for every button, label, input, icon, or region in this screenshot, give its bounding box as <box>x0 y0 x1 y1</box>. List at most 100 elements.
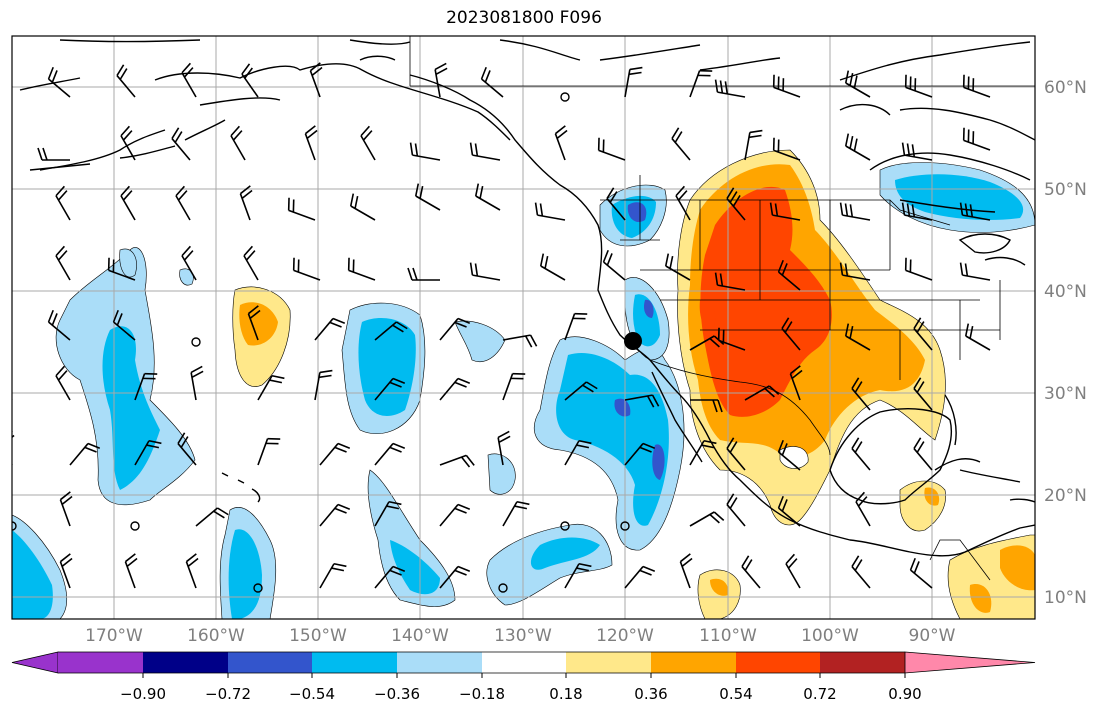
positive-anomaly-fill <box>232 149 1035 619</box>
graticule <box>12 36 1035 619</box>
longitude-label: 150°W <box>289 626 347 646</box>
wind-barb <box>120 125 136 161</box>
colorbar-segment <box>736 652 820 673</box>
longitude-label: 110°W <box>699 626 757 646</box>
colorbar-segment <box>228 652 312 673</box>
wind-barb <box>195 507 229 527</box>
wind-barb <box>247 305 261 341</box>
wind-barb <box>726 437 746 471</box>
wind-barb <box>844 323 871 351</box>
wind-barb <box>597 137 626 161</box>
wind-barb <box>319 503 351 527</box>
wind-barb <box>913 437 933 471</box>
longitude-label: 170°W <box>85 626 143 646</box>
wind-barb <box>502 500 530 527</box>
negative-anomaly-fill <box>12 162 1035 619</box>
wind-barb <box>959 202 991 221</box>
wind-barb <box>744 385 780 401</box>
colorbar-tick-label: 0.18 <box>549 685 582 703</box>
wind-barb <box>904 74 933 98</box>
wind-barb <box>181 245 197 281</box>
wind-barb <box>602 249 626 281</box>
wind-barb <box>851 555 871 589</box>
wind-barb <box>624 565 656 589</box>
calm-wind-markers <box>12 92 630 593</box>
wind-barb <box>409 142 441 161</box>
wind-barb <box>37 147 70 161</box>
wind-barb <box>497 430 511 466</box>
wind-barb <box>839 262 871 281</box>
wind-barb <box>439 454 475 468</box>
wind-barb <box>671 127 691 161</box>
wind-barb <box>59 553 73 589</box>
wind-barbs <box>12 62 991 589</box>
wind-barb <box>134 372 158 401</box>
wind-barb <box>959 262 991 281</box>
colorbar-tick-label: −0.54 <box>289 685 335 703</box>
colorbar-tick-label: −0.90 <box>120 685 166 703</box>
wind-barb <box>287 197 316 221</box>
wind-barb <box>469 262 501 281</box>
wind-barb <box>851 377 871 411</box>
wind-barb <box>292 257 321 281</box>
colorbar-extend-min <box>11 651 59 674</box>
wind-barb <box>374 377 406 401</box>
wind-barb <box>904 257 933 281</box>
wind-barb <box>679 553 693 589</box>
colorbar-segment <box>566 652 651 673</box>
longitude-labels: 170°W 160°W 150°W 140°W 130°W 120°W 110°W 100°W… <box>85 626 956 646</box>
wind-barb <box>744 129 763 161</box>
longitude-label: 140°W <box>391 626 449 646</box>
latitude-label: 20°N <box>1044 486 1087 506</box>
wind-barb <box>844 70 871 98</box>
wind-barb <box>116 64 136 98</box>
wind-barb <box>374 500 402 527</box>
wind-barb <box>314 369 333 401</box>
wind-barb <box>239 185 253 221</box>
wind-barb <box>360 125 376 161</box>
colorbar-tick-label: 0.54 <box>719 685 752 703</box>
wind-barb <box>502 372 526 401</box>
colorbar-segment <box>820 652 905 673</box>
wind-barb <box>964 323 991 351</box>
wind-barb <box>855 491 871 527</box>
wind-barb <box>564 381 598 401</box>
wind-barb <box>59 491 73 527</box>
wind-barb <box>349 193 376 221</box>
wind-barb <box>785 553 801 589</box>
colorbar-segment <box>651 652 736 673</box>
wind-barb <box>112 309 136 341</box>
wind-barb <box>769 202 801 221</box>
wind-barb <box>439 565 471 589</box>
wind-barb <box>480 66 504 98</box>
wind-barb <box>726 493 746 527</box>
wind-barb <box>901 202 933 221</box>
wind-barb <box>502 334 538 348</box>
wind-barb <box>564 312 588 341</box>
wind-barb <box>439 377 471 401</box>
wind-barb <box>243 245 259 281</box>
wind-barb <box>319 442 351 466</box>
colorbar-segment <box>143 652 228 673</box>
longitude-label: 130°W <box>494 626 552 646</box>
map-title: 2023081800 F096 <box>446 8 602 28</box>
wind-barb <box>689 439 717 466</box>
wind-barb <box>55 245 71 281</box>
wind-barb <box>741 555 761 589</box>
latitude-label: 10°N <box>1044 588 1087 608</box>
wind-barb <box>624 442 656 466</box>
wind-barb <box>47 309 71 341</box>
wind-barb <box>124 553 138 589</box>
wind-barb <box>726 187 746 221</box>
wind-barb <box>539 253 566 281</box>
wind-barb <box>913 377 933 411</box>
wind-barb <box>844 133 871 161</box>
colorbar-segment <box>58 652 143 673</box>
wind-barb <box>181 62 197 98</box>
map-border <box>11 35 1036 620</box>
wind-barb <box>789 365 803 401</box>
colorbar: −0.90 −0.72 −0.54 −0.36 −0.18 0.18 0.36 0.54 0.7… <box>11 651 1036 703</box>
latitude-label: 50°N <box>1044 180 1087 200</box>
wind-barb <box>689 511 725 527</box>
